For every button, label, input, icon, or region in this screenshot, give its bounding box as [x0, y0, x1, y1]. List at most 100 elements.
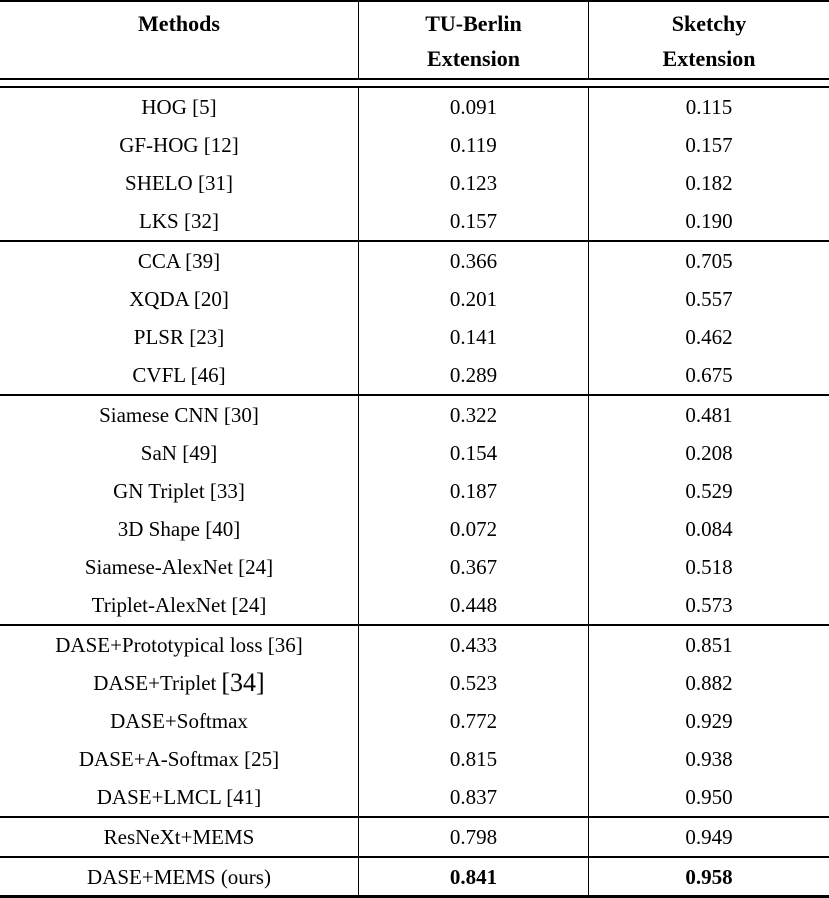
value-cell-sketchy: 0.705 [685, 248, 733, 273]
method-label: CCA [39] [137, 248, 221, 273]
value-cell-tu-berlin: 0.366 [359, 242, 589, 280]
value-cell-tu-berlin: 0.201 [359, 280, 589, 318]
value-cell-sketchy: 0.882 [685, 670, 733, 695]
method-label: 3D Shape [40] [117, 516, 241, 541]
method-cell: CCA [39] [0, 242, 359, 280]
column-header-tu-berlin-line1: TU-Berlin [425, 11, 522, 36]
method-label: CVFL [46] [132, 362, 226, 387]
method-cell: DASE+Prototypical loss [36] [0, 626, 359, 664]
method-cell: HOG [5] [0, 88, 359, 126]
value-cell-tu-berlin: 0.815 [359, 740, 589, 778]
table-row: Siamese-AlexNet [24] 0.367 0.518 [0, 548, 829, 586]
value-cell-tu-berlin: 0.772 [359, 702, 589, 740]
table-row: Siamese CNN [30] 0.322 0.481 [0, 396, 829, 434]
method-cell: PLSR [23] [0, 318, 359, 356]
value-cell-tu-berlin: 0.433 [359, 626, 589, 664]
method-cell: 3D Shape [40] [0, 510, 359, 548]
method-cell: CVFL [46] [0, 356, 359, 394]
column-header-tu-berlin-extension: TU-Berlin Extension [359, 2, 589, 78]
value-cell-tu-berlin: 0.448 [359, 586, 589, 624]
method-label: Siamese CNN [30] [99, 402, 259, 427]
method-label: GN Triplet [33] [113, 478, 245, 503]
table-group: DASE+MEMS (ours) 0.841 0.958 [0, 858, 829, 896]
value-cell-tu-berlin: 0.523 [359, 664, 589, 702]
method-cell: GN Triplet [33] [0, 472, 359, 510]
table-row: SHELO [31] 0.123 0.182 [0, 164, 829, 202]
table-group: CCA [39] 0.366 0.705 XQDA [20] 0.201 0.557 PLS… [0, 242, 829, 396]
value-cell-tu-berlin: 0.289 [359, 356, 589, 394]
table-row: DASE+Prototypical loss [36] 0.433 0.851 [0, 626, 829, 664]
value-cell-tu-berlin: 0.072 [359, 510, 589, 548]
table-row: CVFL [46] 0.289 0.675 [0, 356, 829, 394]
table-row: CCA [39] 0.366 0.705 [0, 242, 829, 280]
value-cell-sketchy: 0.208 [685, 440, 733, 465]
value-cell-sketchy: 0.084 [685, 516, 733, 541]
method-cell: Siamese-AlexNet [24] [0, 548, 359, 586]
value-cell-tu-berlin: 0.367 [359, 548, 589, 586]
table-row: DASE+Triplet [34] 0.523 0.882 [0, 664, 829, 702]
table-row: 3D Shape [40] 0.072 0.084 [0, 510, 829, 548]
method-label: GF-HOG [12] [119, 132, 239, 157]
method-label: LKS [32] [139, 208, 219, 233]
method-label: SHELO [31] [125, 170, 233, 195]
value-cell-sketchy: 0.529 [685, 478, 733, 503]
value-cell-tu-berlin: 0.322 [359, 396, 589, 434]
method-label: DASE+A-Softmax [25] [78, 746, 280, 771]
value-cell-tu-berlin: 0.091 [359, 88, 589, 126]
column-header-methods: Methods [0, 2, 359, 78]
value-cell-sketchy: 0.182 [685, 170, 733, 195]
table-group: ResNeXt+MEMS 0.798 0.949 [0, 818, 829, 858]
table-row: HOG [5] 0.091 0.115 [0, 88, 829, 126]
method-cell: DASE+LMCL [41] [0, 778, 359, 816]
column-header-sketchy-line1: Sketchy [671, 11, 747, 36]
value-cell-tu-berlin: 0.187 [359, 472, 589, 510]
table-body: HOG [5] 0.091 0.115 GF-HOG [12] 0.119 0.157 SH… [0, 88, 829, 896]
value-cell-tu-berlin: 0.841 [359, 858, 589, 896]
table-group: DASE+Prototypical loss [36] 0.433 0.851 DAS… [0, 626, 829, 818]
method-label: DASE+Triplet [93, 670, 217, 695]
table-row: Triplet-AlexNet [24] 0.448 0.573 [0, 586, 829, 624]
value-cell-sketchy: 0.949 [685, 824, 733, 849]
value-cell-sketchy: 0.938 [685, 746, 733, 771]
method-cell: XQDA [20] [0, 280, 359, 318]
table-group: Siamese CNN [30] 0.322 0.481 SaN [49] 0.154 0… [0, 396, 829, 626]
column-header-methods-label: Methods [138, 11, 220, 36]
table-group: HOG [5] 0.091 0.115 GF-HOG [12] 0.119 0.157 SH… [0, 88, 829, 242]
table-row: XQDA [20] 0.201 0.557 [0, 280, 829, 318]
method-cell: SaN [49] [0, 434, 359, 472]
value-cell-sketchy: 0.115 [685, 94, 733, 119]
value-cell-sketchy: 0.157 [685, 132, 733, 157]
method-label: ResNeXt+MEMS [103, 824, 255, 849]
method-label: PLSR [23] [133, 324, 225, 349]
value-cell-sketchy: 0.190 [685, 208, 733, 233]
table-row: PLSR [23] 0.141 0.462 [0, 318, 829, 356]
method-cell: DASE+MEMS (ours) [0, 858, 359, 896]
method-cell: ResNeXt+MEMS [0, 818, 359, 856]
value-cell-sketchy: 0.481 [685, 402, 733, 427]
value-cell-tu-berlin: 0.154 [359, 434, 589, 472]
value-cell-tu-berlin: 0.157 [359, 202, 589, 240]
column-header-sketchy-extension: Sketchy Extension [589, 2, 829, 78]
table-row: DASE+Softmax 0.772 0.929 [0, 702, 829, 740]
table-header-row: Methods TU-Berlin Extension Sketchy Exte… [0, 2, 829, 78]
column-header-sketchy-line2: Extension [662, 46, 756, 71]
table-row: GF-HOG [12] 0.119 0.157 [0, 126, 829, 164]
method-label: DASE+Prototypical loss [36] [55, 632, 303, 657]
value-cell-tu-berlin: 0.119 [359, 126, 589, 164]
table-row: DASE+A-Softmax [25] 0.815 0.938 [0, 740, 829, 778]
table-row: DASE+MEMS (ours) 0.841 0.958 [0, 858, 829, 896]
method-label: XQDA [20] [129, 286, 229, 311]
method-cell: GF-HOG [12] [0, 126, 359, 164]
value-cell-sketchy: 0.950 [685, 784, 733, 809]
table-row: ResNeXt+MEMS 0.798 0.949 [0, 818, 829, 856]
value-cell-sketchy: 0.958 [685, 864, 733, 889]
value-cell-sketchy: 0.675 [685, 362, 733, 387]
value-cell-tu-berlin: 0.123 [359, 164, 589, 202]
method-cell: DASE+Triplet [34] [0, 664, 359, 702]
value-cell-sketchy: 0.462 [685, 324, 733, 349]
method-label: Siamese-AlexNet [24] [84, 554, 274, 579]
method-label: HOG [5] [141, 94, 217, 119]
method-label: Triplet-AlexNet [24] [91, 592, 267, 617]
header-double-rule [0, 78, 829, 88]
